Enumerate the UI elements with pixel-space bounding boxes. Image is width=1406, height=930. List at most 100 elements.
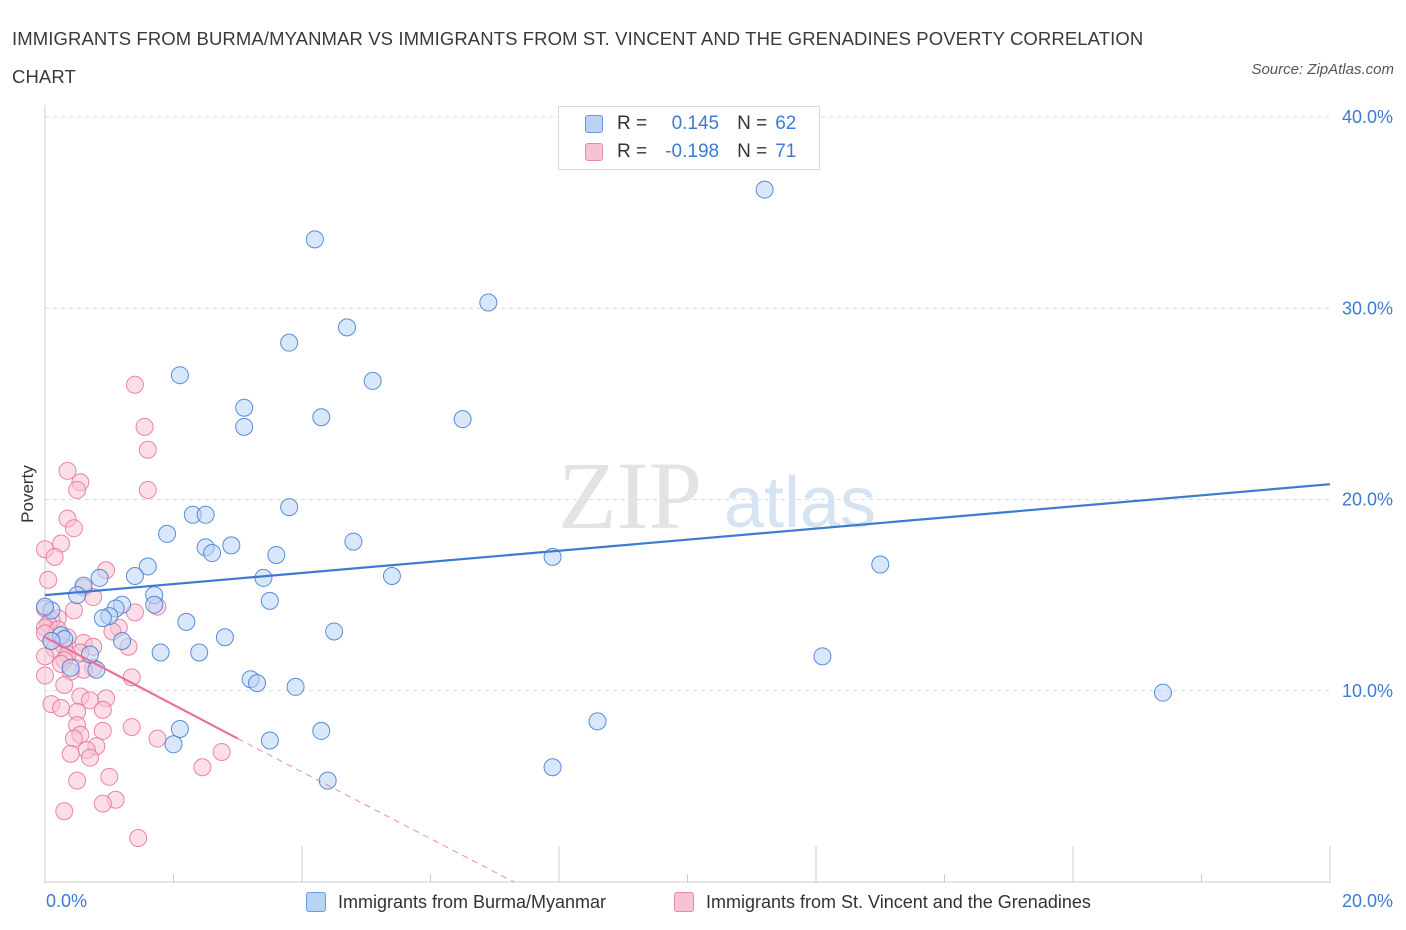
y-tick-label: 40.0% [1342, 107, 1393, 127]
pink-data-point [193, 758, 212, 777]
blue-data-point [235, 417, 254, 436]
blue-data-point [312, 721, 331, 740]
blue-data-point [254, 568, 273, 587]
pink-data-point [64, 519, 83, 538]
blue-data-point [90, 568, 109, 587]
blue-data-point [61, 658, 80, 677]
y-tick-label: 30.0% [1342, 298, 1393, 318]
legend-row-pink: R = -0.198 N = 71 [585, 138, 796, 166]
pink-data-point [138, 480, 157, 499]
watermark-zip: ZIP [558, 442, 702, 549]
legend-r-label: R = [617, 113, 648, 134]
blue-data-point [215, 628, 234, 647]
blue-series-points [36, 180, 1172, 790]
blue-data-point [248, 674, 267, 693]
source-label: Source: ZipAtlas.com [1251, 61, 1394, 78]
blue-data-point [755, 180, 774, 199]
blue-data-point [382, 567, 401, 585]
pink-data-point [93, 721, 112, 740]
y-tick-label: 20.0% [1342, 490, 1393, 510]
axes [44, 105, 1331, 883]
blue-data-point [138, 557, 157, 576]
pink-data-point [61, 744, 80, 763]
x-tick-min: 0.0% [46, 891, 87, 911]
blue-data-point [286, 677, 305, 696]
blue-data-point [113, 632, 132, 651]
legend-n-blue: 62 [775, 113, 797, 134]
blue-data-point [196, 505, 215, 524]
series-name-pink: Immigrants from St. Vincent and the Gren… [706, 891, 1091, 912]
blue-data-point [318, 771, 337, 790]
blue-data-point [813, 647, 832, 666]
pink-series-points [36, 375, 231, 848]
y-tick-labels: 10.0% 20.0% 30.0% 40.0% [1342, 107, 1393, 701]
blue-data-point [588, 712, 607, 731]
trend-lines [44, 483, 1331, 883]
blue-trend-line [44, 483, 1331, 597]
pink-data-point [122, 718, 141, 737]
pink-data-point [93, 794, 112, 813]
pink-data-point [58, 461, 77, 480]
blue-data-point [267, 545, 286, 564]
blue-data-point [170, 366, 189, 385]
series-swatch-pink [674, 892, 694, 912]
blue-data-point [305, 230, 324, 249]
blue-data-point [203, 544, 222, 563]
pink-data-point [45, 547, 64, 566]
legend-r-blue: 0.145 [671, 113, 720, 134]
blue-data-point [151, 643, 170, 662]
pink-data-point [212, 742, 231, 761]
pink-data-point [36, 647, 54, 666]
series-name-blue: Immigrants from Burma/Myanmar [338, 891, 607, 912]
y-tick-label: 10.0% [1342, 681, 1393, 701]
pink-data-point [129, 829, 148, 848]
blue-data-point [325, 622, 344, 641]
blue-data-point [235, 398, 254, 417]
blue-data-point [453, 410, 472, 429]
correlation-legend: R = 0.145 N = 62 R = -0.198 N = 71 [558, 106, 820, 170]
blue-data-point [543, 758, 562, 777]
legend-r-pink: -0.198 [665, 141, 720, 162]
blue-data-point [260, 731, 279, 750]
pink-data-point [80, 748, 99, 767]
blue-data-point [125, 567, 144, 585]
pink-data-point [93, 700, 112, 719]
pink-data-point [64, 601, 83, 620]
blue-data-point [93, 609, 112, 628]
pink-trend-line [44, 636, 239, 740]
pink-data-point [100, 767, 119, 786]
series-swatch-blue [306, 892, 326, 912]
blue-data-point [280, 498, 299, 517]
pink-data-point [55, 802, 74, 821]
blue-data-point [177, 612, 196, 631]
blue-data-point [222, 536, 241, 555]
blue-data-point [1153, 683, 1172, 702]
blue-data-point [363, 371, 382, 390]
blue-data-point [170, 720, 189, 738]
legend-row-blue: R = 0.145 N = 62 [585, 110, 796, 138]
blue-data-point [479, 293, 498, 312]
blue-data-point [164, 735, 183, 754]
pink-data-point [39, 570, 58, 589]
pink-data-point [52, 698, 71, 717]
blue-data-point [337, 318, 356, 337]
blue-data-point [344, 532, 363, 551]
y-axis-label: Poverty [18, 465, 37, 523]
pink-data-point [80, 691, 99, 710]
pink-trend-extension [237, 738, 515, 883]
pink-data-point [125, 375, 144, 394]
legend-n-label: N = [737, 141, 768, 162]
legend-n-pink: 71 [775, 141, 797, 162]
blue-data-point [280, 333, 299, 352]
x-tick-max: 20.0% [1342, 891, 1393, 911]
pink-data-point [148, 729, 167, 748]
blue-data-point [68, 586, 87, 605]
chart-title: IMMIGRANTS FROM BURMA/MYANMAR VS IMMIGRA… [12, 28, 1144, 87]
pink-data-point [36, 666, 54, 685]
pink-data-point [68, 480, 87, 499]
pink-data-point [68, 771, 87, 790]
pink-data-point [55, 676, 74, 695]
series-legend-blue: Immigrants from Burma/Myanmar [306, 889, 606, 915]
blue-data-point [312, 408, 331, 427]
